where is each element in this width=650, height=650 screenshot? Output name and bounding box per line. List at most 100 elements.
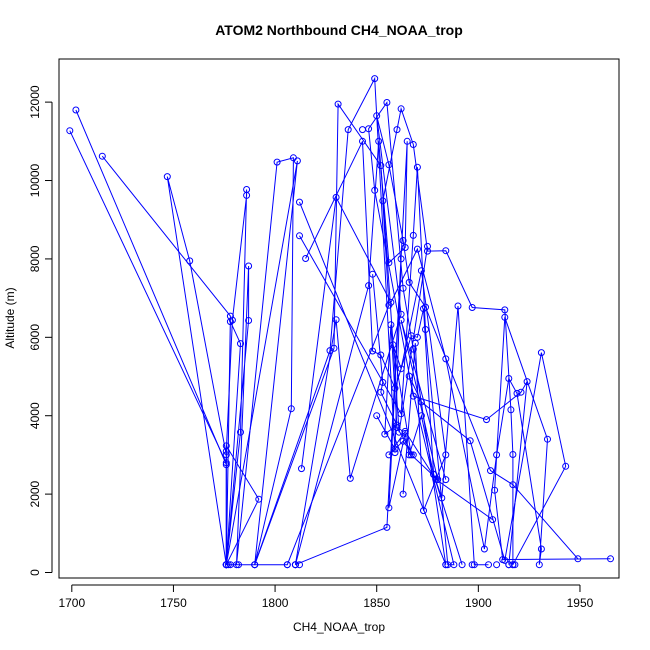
series-line bbox=[299, 101, 528, 565]
data-point bbox=[163, 173, 171, 181]
data-point bbox=[413, 163, 421, 171]
data-point bbox=[379, 197, 387, 205]
series-line bbox=[305, 141, 489, 566]
data-point bbox=[228, 316, 236, 324]
data-point bbox=[393, 126, 401, 134]
plot-area bbox=[66, 75, 614, 569]
data-point bbox=[296, 198, 303, 206]
data-point bbox=[237, 340, 244, 348]
data-point bbox=[424, 247, 431, 255]
data-point bbox=[537, 349, 545, 357]
data-point bbox=[509, 561, 517, 569]
plot-frame bbox=[58, 58, 620, 579]
data-point bbox=[365, 282, 373, 290]
data-point bbox=[409, 231, 417, 239]
data-point bbox=[359, 137, 366, 145]
series-line bbox=[294, 141, 408, 566]
data-point bbox=[287, 405, 295, 413]
data-point bbox=[393, 424, 401, 431]
data-point bbox=[470, 561, 478, 569]
data-point bbox=[411, 339, 419, 347]
series-line bbox=[376, 258, 463, 565]
data-point bbox=[442, 476, 450, 484]
data-point bbox=[450, 561, 458, 569]
data-point bbox=[537, 545, 545, 553]
data-point bbox=[385, 504, 393, 512]
data-point bbox=[442, 355, 450, 363]
data-point bbox=[385, 259, 393, 267]
series-profile-12 bbox=[373, 255, 466, 569]
data-point bbox=[466, 437, 474, 445]
data-point bbox=[487, 467, 494, 475]
data-point bbox=[298, 465, 305, 473]
data-point bbox=[226, 318, 234, 326]
data-point bbox=[489, 516, 497, 524]
data-point bbox=[391, 445, 399, 453]
series-profile-9 bbox=[291, 137, 411, 569]
data-point bbox=[485, 561, 492, 569]
data-point bbox=[480, 545, 488, 553]
y-axis-label: Altitude (m) bbox=[3, 287, 17, 348]
data-point bbox=[226, 561, 234, 569]
data-point bbox=[397, 105, 405, 113]
data-point bbox=[383, 99, 391, 106]
x-tick-label: 1900 bbox=[465, 596, 492, 610]
data-point bbox=[509, 451, 517, 458]
data-point bbox=[296, 232, 303, 240]
data-point bbox=[409, 141, 417, 148]
data-point bbox=[442, 561, 450, 569]
series-line bbox=[372, 274, 493, 521]
data-point bbox=[458, 561, 466, 569]
data-point bbox=[273, 158, 281, 166]
y-tick-label: 12000 bbox=[28, 85, 42, 119]
data-point bbox=[493, 561, 501, 569]
data-point bbox=[373, 412, 381, 420]
data-point bbox=[66, 127, 74, 135]
data-point bbox=[375, 137, 383, 145]
data-point bbox=[251, 561, 259, 569]
data-point bbox=[387, 298, 395, 306]
data-point bbox=[511, 561, 519, 569]
data-point bbox=[405, 451, 413, 459]
data-point bbox=[293, 157, 301, 165]
data-point bbox=[468, 561, 476, 569]
series-line bbox=[69, 76, 396, 565]
data-point bbox=[369, 347, 377, 355]
data-point bbox=[359, 126, 366, 134]
x-tick-label: 1800 bbox=[262, 596, 289, 610]
data-point bbox=[420, 507, 427, 515]
data-point bbox=[422, 326, 429, 333]
data-point bbox=[505, 375, 513, 382]
data-point bbox=[283, 561, 291, 569]
data-point bbox=[509, 481, 517, 489]
data-point bbox=[499, 556, 507, 564]
data-point bbox=[442, 451, 450, 459]
series-profile-3 bbox=[98, 105, 517, 569]
data-point bbox=[235, 561, 242, 569]
x-axis: 1700 1750 1800 1850 1900 1950 bbox=[58, 584, 594, 610]
data-point bbox=[507, 406, 515, 414]
data-point bbox=[346, 474, 354, 482]
y-tick-label: 10000 bbox=[28, 164, 42, 198]
data-point bbox=[332, 193, 340, 201]
data-point bbox=[501, 313, 509, 321]
data-point bbox=[409, 345, 417, 353]
data-point bbox=[383, 523, 391, 531]
data-point bbox=[405, 278, 413, 286]
series-profile-6 bbox=[298, 193, 614, 569]
data-point bbox=[334, 100, 342, 108]
data-point bbox=[493, 451, 501, 459]
data-point bbox=[291, 561, 299, 569]
data-point bbox=[535, 561, 543, 569]
data-point bbox=[501, 306, 509, 314]
data-point bbox=[397, 255, 405, 263]
data-point bbox=[491, 486, 499, 494]
data-point bbox=[403, 137, 411, 145]
y-tick-label: 0 bbox=[28, 569, 42, 576]
data-point bbox=[413, 333, 421, 341]
y-tick-label: 2000 bbox=[28, 480, 42, 507]
data-point bbox=[399, 490, 407, 498]
data-point bbox=[397, 365, 405, 373]
data-point bbox=[222, 451, 230, 459]
